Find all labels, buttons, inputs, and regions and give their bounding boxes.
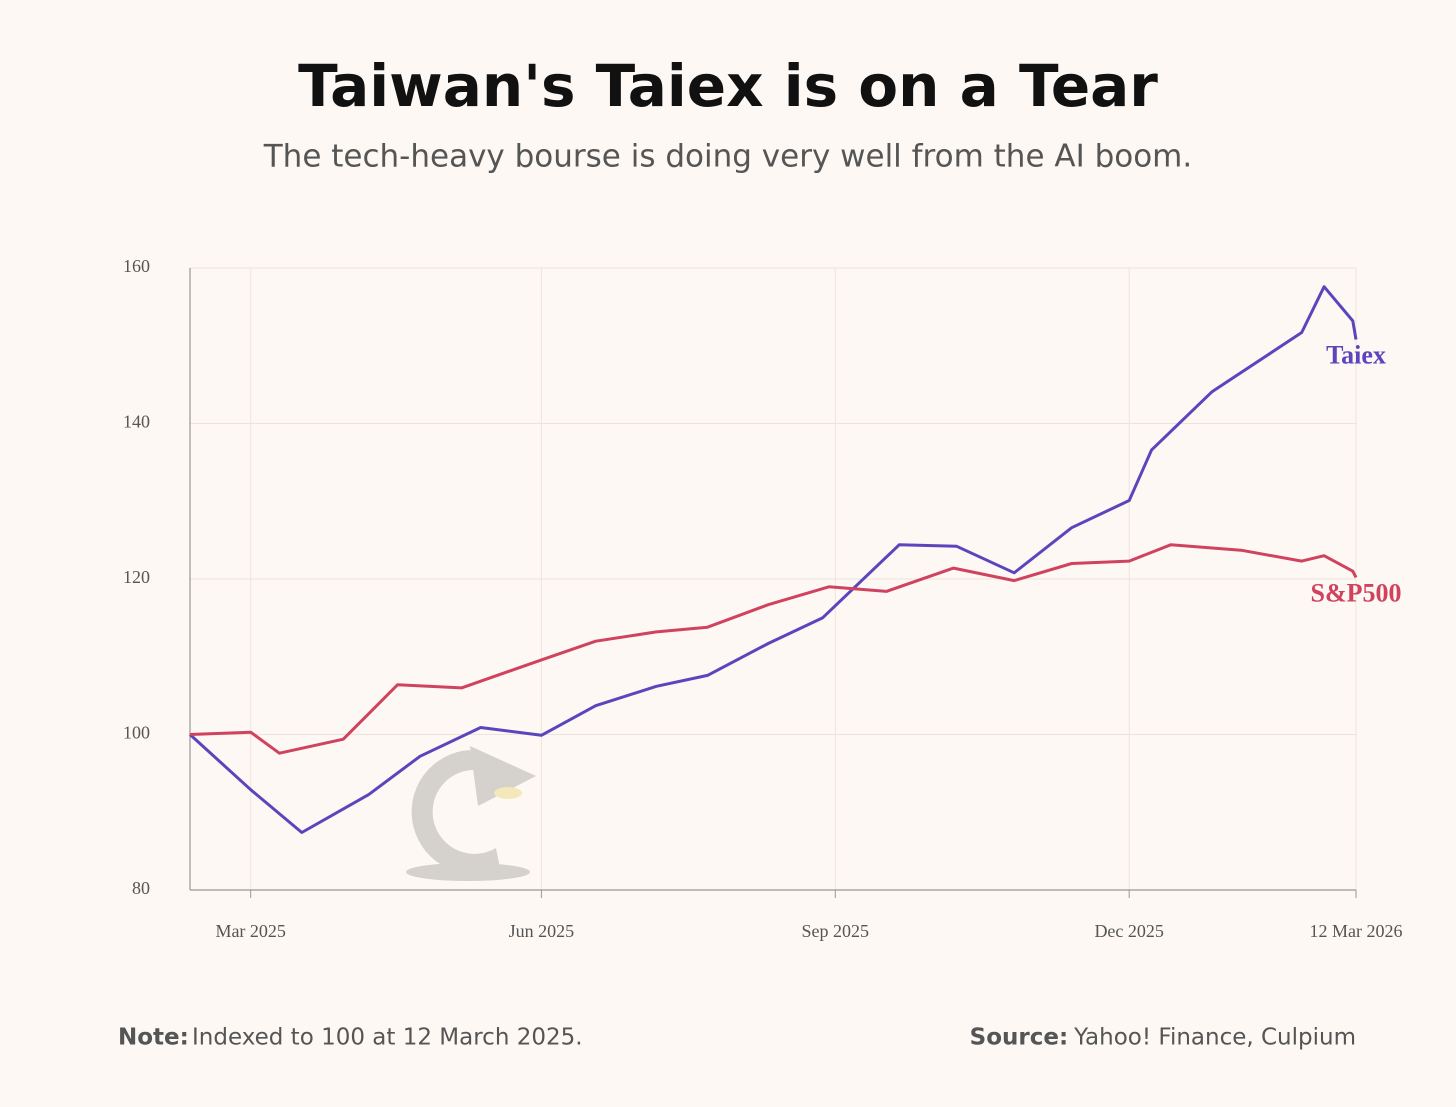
series-line: [189, 543, 1358, 755]
x-tick-label: Sep 2025: [802, 921, 870, 941]
note-label: Note:: [118, 1025, 189, 1051]
y-tick-label: 80: [132, 878, 150, 898]
chart-subtitle: The tech-heavy bourse is doing very well…: [263, 139, 1193, 175]
note-text: Indexed to 100 at 12 March 2025.: [192, 1025, 583, 1051]
series-label: Taiex: [1326, 340, 1386, 369]
x-tick-label: Jun 2025: [509, 921, 575, 941]
source-label: Source:: [970, 1025, 1069, 1051]
series-label: S&P500: [1311, 578, 1402, 607]
source-text: Yahoo! Finance, Culpium: [1073, 1025, 1356, 1051]
x-tick-label: Dec 2025: [1094, 921, 1163, 941]
watermark: [406, 746, 536, 881]
x-tick-label: Mar 2025: [215, 921, 286, 941]
y-tick-label: 120: [123, 567, 150, 587]
series-line: [188, 285, 1358, 834]
y-tick-label: 140: [123, 412, 150, 432]
y-tick-label: 160: [123, 256, 150, 276]
x-tick-label: 12 Mar 2026: [1310, 921, 1403, 941]
chart-title: Taiwan's Taiex is on a Tear: [298, 52, 1158, 120]
y-tick-label: 100: [123, 723, 150, 743]
